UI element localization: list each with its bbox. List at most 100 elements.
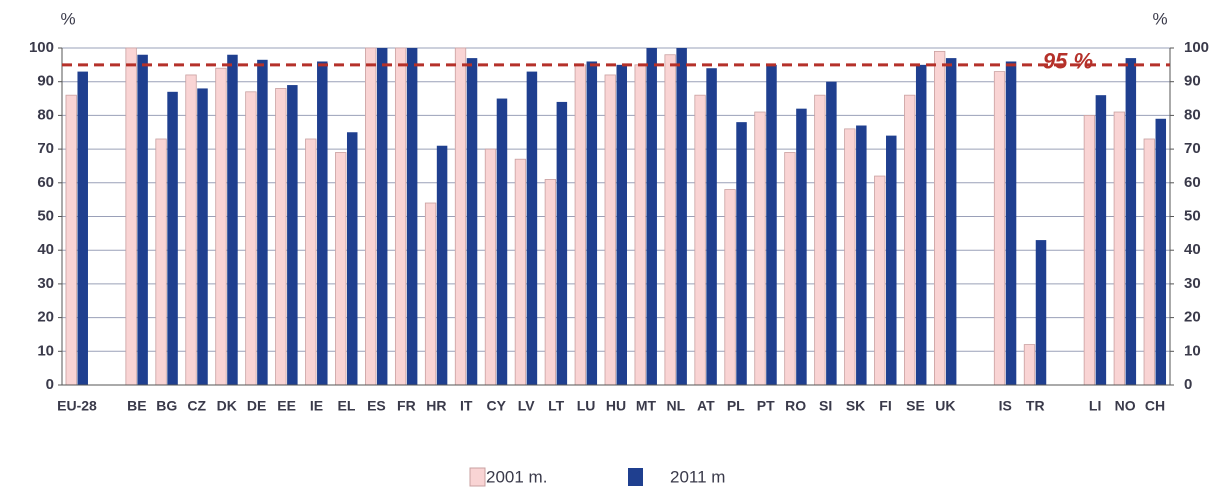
x-tick-label: UK [935,398,955,414]
y-tick-label: 80 [37,106,54,123]
x-tick-label: EU-28 [57,398,97,414]
bar [586,61,598,385]
bar [167,91,178,385]
bar [724,189,736,386]
x-tick-label: HR [426,398,446,414]
bar [874,175,886,386]
x-tick-label: RO [785,398,806,414]
x-tick-label: DE [247,398,266,414]
bar [466,58,478,386]
x-tick-label: SK [846,398,865,414]
bar [706,68,717,385]
x-tick-label: LU [577,398,596,414]
x-tick-label: PT [757,398,775,414]
y-tick-label: 60 [37,174,54,191]
x-tick-label: DK [217,398,237,414]
bar [1125,58,1137,386]
bar [856,125,867,385]
bar [934,50,946,386]
bar [317,61,328,385]
x-tick-label: BG [156,398,177,414]
bar [844,128,856,386]
x-tick-label: SI [819,398,832,414]
bar [766,64,777,385]
bar [394,47,407,386]
x-tick-label: PL [727,398,745,414]
bar [1143,138,1155,386]
legend-swatch [469,467,486,487]
reference-label: 95 % [1043,49,1093,74]
bar [736,122,747,385]
bar [1005,61,1017,385]
x-tick-label: ES [367,398,386,414]
y-tick-label: 90 [37,73,54,90]
bar [993,71,1006,386]
bar [784,152,796,386]
bar [604,74,616,386]
bar [886,135,897,385]
x-tick-label: LT [548,398,565,414]
bar [574,64,586,386]
bar [77,71,88,385]
bar [1035,240,1047,385]
bar [814,94,826,386]
y2-axis-label: % [1152,9,1167,28]
bar [694,94,706,386]
bar [275,88,287,386]
x-tick-label: EL [338,398,356,414]
x-tick-label: LV [518,398,536,414]
x-tick-label: AT [697,398,715,414]
y2-tick-label: 70 [1184,140,1201,157]
bar [544,179,557,386]
x-tick-label: NO [1115,398,1136,414]
bar [365,47,377,386]
x-tick-label: IS [999,398,1012,414]
x-tick-label: FI [879,398,891,414]
y-tick-label: 30 [37,275,54,292]
bar [1095,95,1107,386]
y2-tick-label: 0 [1184,376,1192,393]
bar [125,47,137,386]
bar [826,81,837,385]
y2-tick-label: 30 [1184,275,1201,292]
x-tick-label: NL [667,398,686,414]
y2-tick-label: 10 [1184,342,1201,359]
bar [287,85,298,385]
y2-tick-label: 20 [1184,309,1201,326]
y-tick-label: 20 [37,309,54,326]
bar [227,54,238,386]
bar [1155,118,1167,386]
y-tick-label: 0 [46,376,54,393]
legend-label: 2011 m [670,467,725,486]
bar [424,202,437,386]
bar [676,48,687,385]
bar [346,132,358,385]
bar [454,47,467,386]
bar [65,94,77,386]
bar [215,67,227,386]
y2-tick-label: 60 [1184,174,1201,191]
bar [436,145,448,385]
bar [155,138,167,386]
bar [185,74,197,386]
bar [904,94,916,386]
y2-tick-label: 100 [1184,39,1209,56]
bar [496,98,508,386]
bar [796,108,807,385]
bar [245,91,257,386]
bar [137,54,148,386]
y2-tick-label: 90 [1184,73,1201,90]
bar [1113,111,1125,386]
bar [257,59,268,386]
y-tick-label: 40 [37,241,54,258]
x-tick-label: CY [486,398,506,414]
bar [1023,344,1036,386]
x-tick-label: CZ [187,398,206,414]
x-tick-label: FR [397,398,416,414]
x-tick-label: BE [127,398,146,414]
y2-tick-label: 80 [1184,106,1201,123]
bar [646,48,657,385]
bar [376,48,388,385]
bar [915,64,927,385]
